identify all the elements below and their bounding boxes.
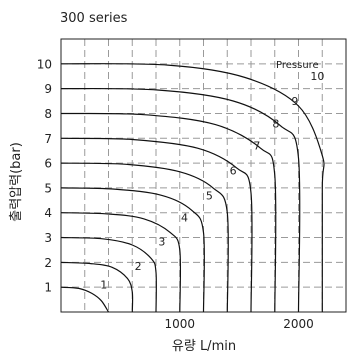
y-tick-label: 1 <box>44 281 52 295</box>
series-label-10: 10 <box>310 70 324 83</box>
y-axis-label: 출력압력(bar) <box>9 142 24 222</box>
y-tick-label: 10 <box>37 57 52 71</box>
series-label-6: 6 <box>230 165 237 178</box>
series-line-6 <box>60 162 229 313</box>
series-label-3: 3 <box>158 235 165 248</box>
series-label-9: 9 <box>291 95 298 108</box>
series-line-1 <box>60 286 110 313</box>
series-label-1: 1 <box>100 279 107 292</box>
y-tick-label: 9 <box>44 82 52 96</box>
pressure-annotation: Pressure <box>276 60 319 71</box>
series-label-7: 7 <box>253 140 260 153</box>
x-axis-label: 유량 L/min <box>172 339 236 354</box>
series-line-8 <box>60 112 277 313</box>
y-tick-label: 8 <box>44 107 52 121</box>
y-tick-label: 6 <box>44 157 52 171</box>
series-line-7 <box>60 137 253 313</box>
series-line-9 <box>60 87 301 313</box>
series-line-10 <box>60 63 325 312</box>
grid <box>61 39 346 312</box>
series-line-2 <box>60 261 134 313</box>
y-tick-label: 7 <box>44 132 52 146</box>
chart-title: 300 series <box>60 11 128 26</box>
x-tick-label: 2000 <box>283 317 314 331</box>
series-label-5: 5 <box>206 189 213 202</box>
curve-labels: 1 2 3 4 5 6 789 10 <box>100 70 324 291</box>
series-line-4 <box>60 212 182 313</box>
y-tick-label: 3 <box>44 231 52 245</box>
y-tick-label: 2 <box>44 256 52 270</box>
series-label-4: 4 <box>181 212 188 225</box>
series-label-2: 2 <box>135 260 142 273</box>
x-tick-label: 1000 <box>164 317 195 331</box>
series-line-5 <box>60 187 205 313</box>
y-tick-label: 4 <box>44 206 52 220</box>
y-tick-label: 5 <box>44 181 52 195</box>
y-tick-labels: 1 2 3 4 5 6 7 8 9 10 <box>37 57 52 294</box>
series-line-3 <box>60 236 157 313</box>
x-tick-labels: 1000 2000 <box>164 317 313 331</box>
series-label-8: 8 <box>272 117 279 130</box>
curves <box>60 63 325 313</box>
